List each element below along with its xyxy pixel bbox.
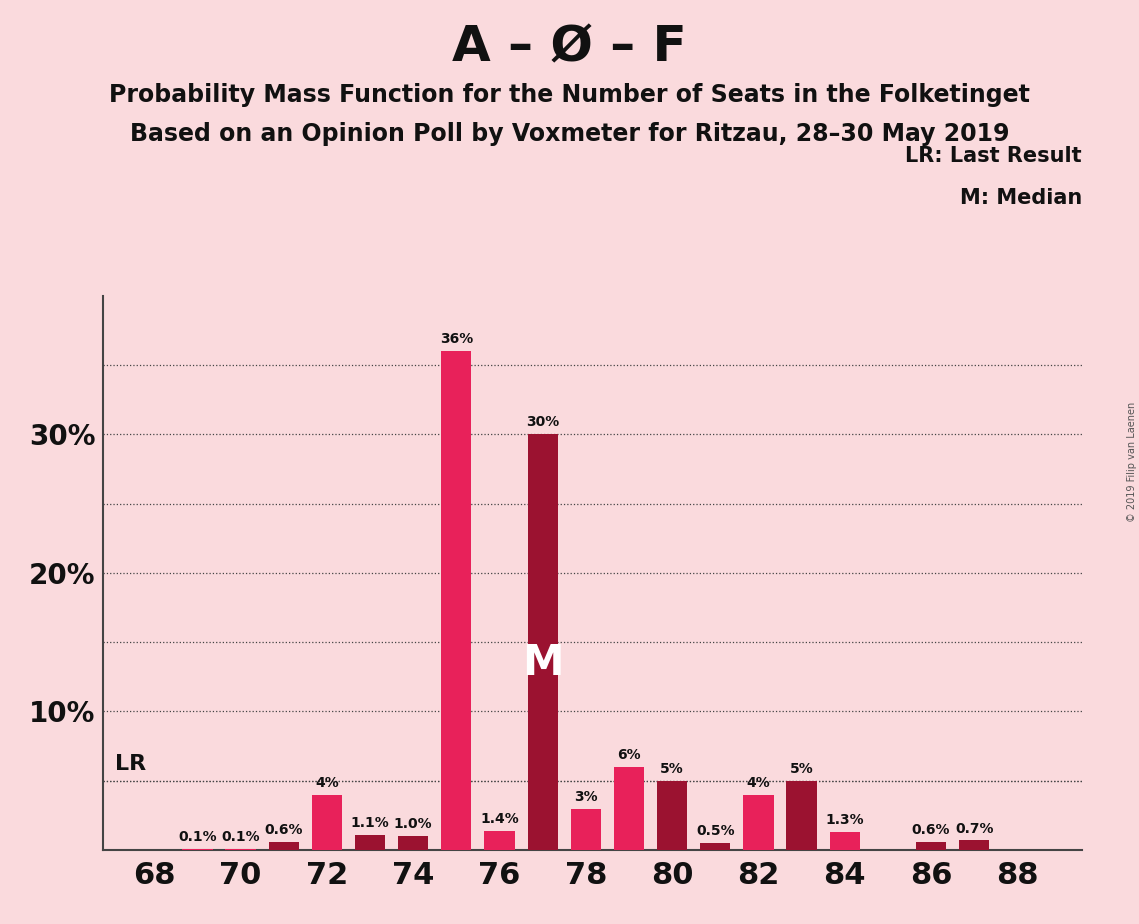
Text: M: M [522, 642, 564, 684]
Text: 4%: 4% [746, 776, 770, 790]
Bar [916, 842, 947, 850]
Text: LR: Last Result: LR: Last Result [906, 146, 1082, 166]
Text: 4%: 4% [316, 776, 338, 790]
Text: 6%: 6% [617, 748, 641, 762]
Text: 30%: 30% [526, 416, 559, 430]
Bar [269, 842, 298, 850]
Text: 0.6%: 0.6% [264, 823, 303, 837]
Text: 36%: 36% [440, 333, 473, 346]
Bar [399, 836, 428, 850]
Text: 1.1%: 1.1% [351, 816, 390, 830]
Bar [226, 848, 255, 850]
Text: 5%: 5% [789, 762, 813, 776]
Bar [829, 832, 860, 850]
Bar [355, 835, 385, 850]
Text: M: Median: M: Median [960, 188, 1082, 208]
Bar [571, 808, 601, 850]
Bar [744, 795, 773, 850]
Bar [312, 795, 342, 850]
Text: 5%: 5% [661, 762, 685, 776]
Bar [614, 767, 644, 850]
Text: Probability Mass Function for the Number of Seats in the Folketinget: Probability Mass Function for the Number… [109, 83, 1030, 107]
Text: Based on an Opinion Poll by Voxmeter for Ritzau, 28–30 May 2019: Based on an Opinion Poll by Voxmeter for… [130, 122, 1009, 146]
Text: LR: LR [115, 754, 147, 774]
Text: 3%: 3% [574, 790, 598, 804]
Bar [959, 841, 990, 850]
Bar [484, 831, 515, 850]
Bar [527, 434, 558, 850]
Text: 1.0%: 1.0% [394, 818, 433, 832]
Text: 0.5%: 0.5% [696, 824, 735, 838]
Bar [657, 781, 687, 850]
Text: 1.3%: 1.3% [826, 813, 865, 827]
Text: © 2019 Filip van Laenen: © 2019 Filip van Laenen [1126, 402, 1137, 522]
Text: A – Ø – F: A – Ø – F [452, 23, 687, 71]
Text: 0.7%: 0.7% [954, 821, 993, 835]
Bar [700, 843, 730, 850]
Text: 0.1%: 0.1% [178, 830, 216, 844]
Text: 1.4%: 1.4% [481, 812, 519, 826]
Bar [786, 781, 817, 850]
Text: 0.1%: 0.1% [221, 830, 260, 844]
Bar [441, 351, 472, 850]
Bar [182, 848, 213, 850]
Text: 0.6%: 0.6% [912, 823, 950, 837]
